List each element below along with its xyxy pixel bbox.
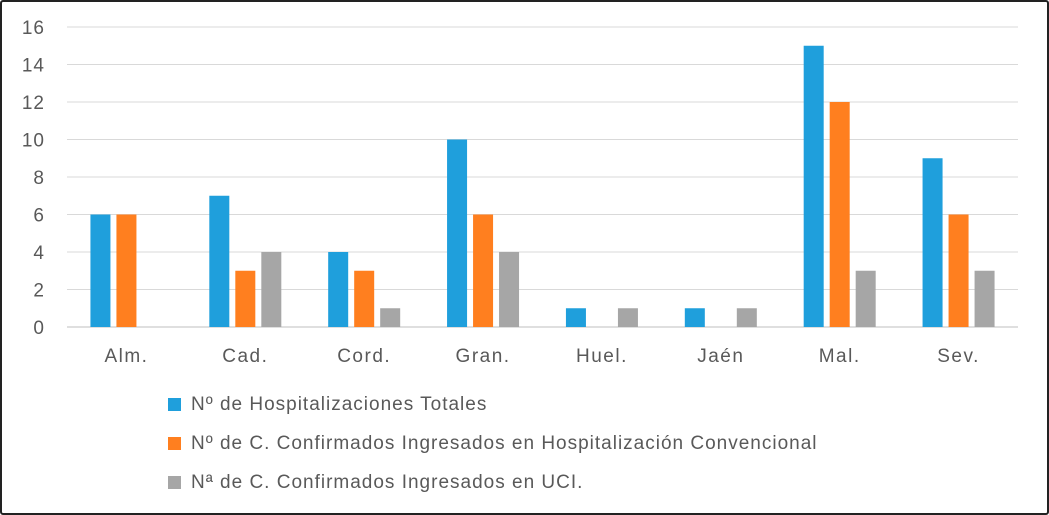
legend-label: Nº de Hospitalizaciones Totales xyxy=(191,393,488,415)
bar-cad-series-2 xyxy=(235,270,256,327)
bar-jan-series-3 xyxy=(736,308,757,327)
x-category-label: Gran. xyxy=(456,346,511,367)
x-category-label: Huel. xyxy=(576,346,628,367)
legend-item-uci: Nª de C. Confirmados Ingresados en UCI. xyxy=(168,463,818,502)
y-tick-label: 2 xyxy=(33,281,45,302)
bar-huel-series-1 xyxy=(565,308,586,327)
legend-swatch-gray xyxy=(168,476,181,489)
bar-gran-series-3 xyxy=(499,252,520,327)
bar-jan-series-1 xyxy=(684,308,705,327)
x-category-label: Jaén xyxy=(697,346,744,367)
bar-sev-series-2 xyxy=(948,214,969,327)
legend-item-hospitalizaciones-totales: Nº de Hospitalizaciones Totales xyxy=(168,385,818,424)
x-category-label: Cord. xyxy=(337,346,391,367)
bar-alm-series-2 xyxy=(116,214,137,327)
y-tick-label: 12 xyxy=(22,93,45,114)
legend-label: Nª de C. Confirmados Ingresados en UCI. xyxy=(191,471,584,493)
x-category-label: Cad. xyxy=(222,346,268,367)
bar-sev-series-3 xyxy=(974,270,995,327)
x-category-label: Sev. xyxy=(937,346,980,367)
legend-label: Nº de C. Confirmados Ingresados en Hospi… xyxy=(191,432,818,454)
bar-alm-series-1 xyxy=(90,214,111,327)
bar-cad-series-3 xyxy=(261,252,282,327)
bar-mal-series-3 xyxy=(855,270,876,327)
bar-huel-series-3 xyxy=(617,308,638,327)
bar-cord-series-3 xyxy=(380,308,401,327)
x-axis-labels: Alm. Cad. Cord. Gran. Huel. Jaén Mal. Sev. xyxy=(104,346,980,367)
bars xyxy=(90,45,995,327)
y-tick-label: 8 xyxy=(33,168,45,189)
x-category-label: Mal. xyxy=(819,346,861,367)
bar-mal-series-1 xyxy=(803,45,824,327)
bar-cad-series-1 xyxy=(209,195,230,327)
y-axis-labels: 0 2 4 6 8 10 12 14 16 xyxy=(22,18,45,339)
legend-swatch-blue xyxy=(168,398,181,411)
legend: Nº de Hospitalizaciones Totales Nº de C.… xyxy=(168,385,818,502)
bar-gran-series-2 xyxy=(473,214,494,327)
y-tick-label: 6 xyxy=(33,206,45,227)
legend-swatch-orange xyxy=(168,437,181,450)
x-category-label: Alm. xyxy=(104,346,148,367)
y-tick-label: 4 xyxy=(33,243,45,264)
bar-cord-series-2 xyxy=(354,270,375,327)
y-tick-label: 14 xyxy=(22,56,45,77)
legend-item-hospitalizacion-convencional: Nº de C. Confirmados Ingresados en Hospi… xyxy=(168,424,818,463)
bar-sev-series-1 xyxy=(922,158,943,327)
y-tick-label: 0 xyxy=(33,318,45,339)
bar-gran-series-1 xyxy=(447,139,468,327)
y-tick-label: 16 xyxy=(22,18,45,39)
y-tick-label: 10 xyxy=(22,131,45,152)
bar-mal-series-2 xyxy=(829,102,850,327)
bar-cord-series-1 xyxy=(328,252,349,327)
